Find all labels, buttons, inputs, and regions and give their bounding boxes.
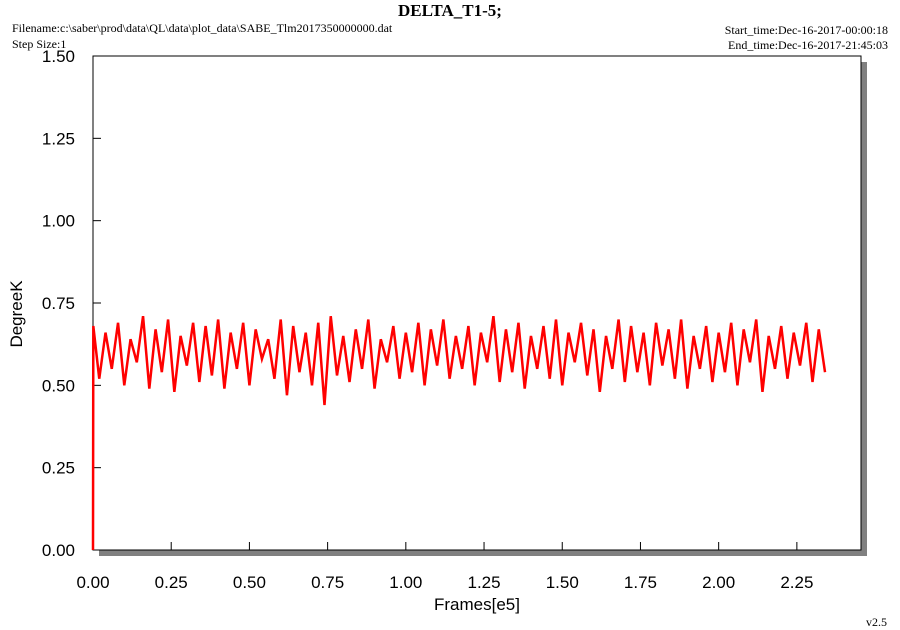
y-tick-label: 1.50 — [42, 47, 75, 66]
x-tick-label: 0.75 — [311, 573, 344, 592]
y-tick-label: 0.75 — [42, 294, 75, 313]
x-tick-label: 2.00 — [702, 573, 735, 592]
x-tick-label: 1.75 — [624, 573, 657, 592]
y-tick-label: 0.25 — [42, 459, 75, 478]
start-time: Start_time:Dec-16-2017-00:00:18 — [725, 23, 888, 37]
x-tick-label: 1.50 — [546, 573, 579, 592]
y-tick-label: 1.25 — [42, 129, 75, 148]
end-time: End_time:Dec-16-2017-21:45:03 — [728, 38, 888, 52]
data-line — [91, 316, 827, 551]
x-tick-label: 2.25 — [780, 573, 813, 592]
x-tick-label: 0.00 — [76, 573, 109, 592]
chart-title: DELTA_T1-5; — [398, 1, 502, 20]
x-tick-label: 0.50 — [233, 573, 266, 592]
x-axis-label: Frames[e5] — [434, 595, 520, 614]
step-size: Step Size:1 — [12, 37, 66, 51]
x-tick-label: 0.25 — [155, 573, 188, 592]
version: v2.5 — [866, 615, 887, 629]
y-tick-label: 0.00 — [42, 541, 75, 560]
y-tick-label: 0.50 — [42, 376, 75, 395]
filename: Filename:c:\saber\prod\data\QL\data\plot… — [12, 21, 393, 35]
y-tick-label: 1.00 — [42, 212, 75, 231]
x-tick-label: 1.00 — [389, 573, 422, 592]
y-axis-label: DegreeK — [7, 280, 26, 348]
plot-area — [92, 55, 862, 551]
x-tick-label: 1.25 — [467, 573, 500, 592]
